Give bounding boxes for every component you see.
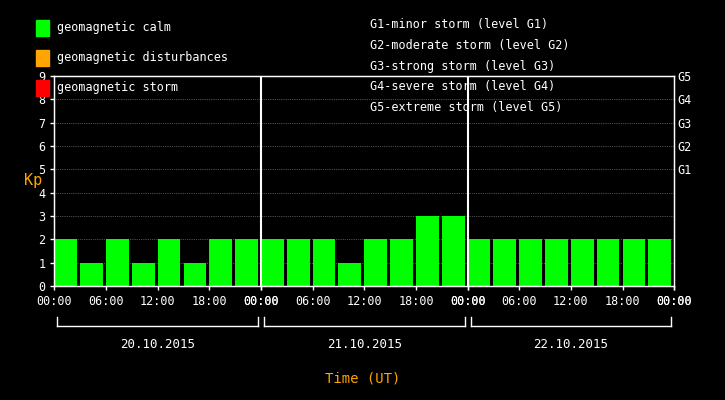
Bar: [210, 239, 232, 286]
Bar: [339, 263, 361, 286]
Text: G3-strong storm (level G3): G3-strong storm (level G3): [370, 60, 555, 73]
Bar: [571, 239, 594, 286]
Bar: [597, 239, 619, 286]
Bar: [545, 239, 568, 286]
Bar: [312, 239, 336, 286]
Bar: [364, 239, 387, 286]
Bar: [468, 239, 490, 286]
Text: 22.10.2015: 22.10.2015: [534, 338, 608, 351]
Bar: [80, 263, 103, 286]
Bar: [106, 239, 129, 286]
Bar: [287, 239, 310, 286]
Bar: [157, 239, 181, 286]
Bar: [54, 239, 77, 286]
Text: G5-extreme storm (level G5): G5-extreme storm (level G5): [370, 101, 562, 114]
Bar: [132, 263, 154, 286]
Text: 20.10.2015: 20.10.2015: [120, 338, 195, 351]
Text: G1-minor storm (level G1): G1-minor storm (level G1): [370, 18, 548, 31]
Bar: [623, 239, 645, 286]
Bar: [416, 216, 439, 286]
Bar: [442, 216, 465, 286]
Y-axis label: Kp: Kp: [23, 174, 42, 188]
Bar: [648, 239, 671, 286]
Bar: [494, 239, 516, 286]
Bar: [183, 263, 206, 286]
Text: geomagnetic disturbances: geomagnetic disturbances: [57, 52, 228, 64]
Bar: [235, 239, 258, 286]
Text: geomagnetic calm: geomagnetic calm: [57, 22, 170, 34]
Bar: [390, 239, 413, 286]
Text: G4-severe storm (level G4): G4-severe storm (level G4): [370, 80, 555, 94]
Text: G2-moderate storm (level G2): G2-moderate storm (level G2): [370, 39, 569, 52]
Bar: [261, 239, 283, 286]
Text: geomagnetic storm: geomagnetic storm: [57, 82, 178, 94]
Bar: [519, 239, 542, 286]
Text: 21.10.2015: 21.10.2015: [327, 338, 402, 351]
Text: Time (UT): Time (UT): [325, 372, 400, 386]
